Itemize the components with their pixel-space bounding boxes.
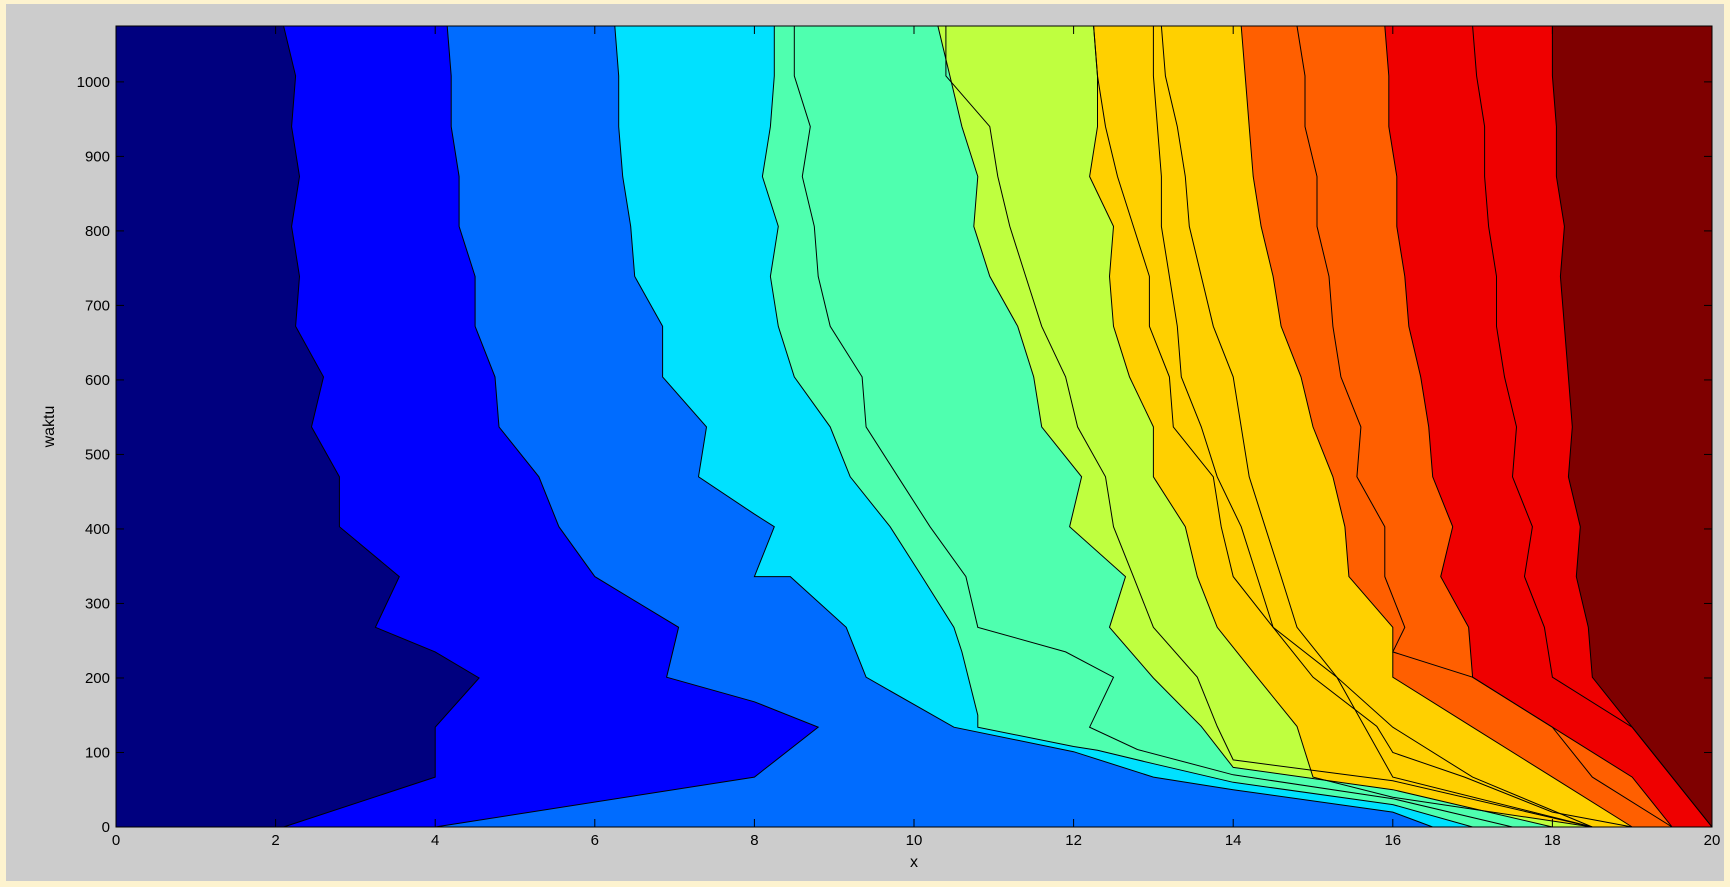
x-axis: 0 2 4 6 8 10 12 14 16 18 20 (112, 26, 1721, 849)
contour-line (937, 25, 1553, 828)
contour-line (1089, 25, 1593, 828)
x-tick-label: 14 (1225, 832, 1242, 849)
contour-line (793, 26, 1513, 828)
y-tick-label: 100 (85, 744, 110, 761)
x-tick-label: 6 (591, 832, 599, 849)
x-tick-label: 10 (906, 832, 923, 849)
figure-window: 0 2 4 6 8 10 12 14 16 18 20 0 100 200 300 400 500 600 700… (6, 4, 1724, 881)
contour-band (116, 26, 480, 827)
y-tick-label: 400 (85, 521, 110, 538)
x-tick-label: 2 (271, 832, 279, 849)
contour-line (1384, 25, 1673, 828)
contour-line (1472, 25, 1713, 828)
x-tick-label: 4 (431, 832, 439, 849)
x-tick-label: 12 (1065, 832, 1082, 849)
y-axis: 0 100 200 300 400 500 600 700 800 900 1000 (77, 74, 1712, 836)
band-boundaries (283, 25, 1713, 828)
contour-plot: 0 2 4 6 8 10 12 14 16 18 20 0 100 200 300 400 500 600 700… (41, 25, 1721, 871)
contour-line (1240, 25, 1633, 828)
y-tick-label: 700 (85, 297, 110, 314)
y-tick-label: 900 (85, 148, 110, 165)
plot-area (116, 26, 1712, 827)
y-tick-label: 800 (85, 223, 110, 240)
x-tick-label: 8 (750, 832, 758, 849)
contour-line (1160, 25, 1593, 828)
y-tick-label: 200 (85, 670, 110, 687)
contour-line (1152, 26, 1593, 828)
x-tick-label: 20 (1704, 832, 1721, 849)
y-tick-label: 500 (85, 446, 110, 463)
x-tick-label: 18 (1544, 832, 1561, 849)
contour-line (435, 25, 820, 828)
y-axis-label: waktu (41, 406, 58, 449)
contour-line (614, 25, 1433, 828)
x-tick-label: 16 (1384, 832, 1401, 849)
x-tick-label: 0 (112, 832, 120, 849)
contour-line (1093, 25, 1633, 828)
y-tick-label: 300 (85, 595, 110, 612)
y-tick-label: 1000 (77, 74, 110, 91)
contour-line (283, 25, 480, 828)
contour-line (761, 26, 1473, 828)
contour-line (945, 26, 1593, 828)
contour-line (1551, 26, 1713, 828)
x-axis-label: x (910, 854, 918, 871)
y-tick-label: 0 (102, 819, 110, 836)
y-tick-label: 600 (85, 372, 110, 389)
